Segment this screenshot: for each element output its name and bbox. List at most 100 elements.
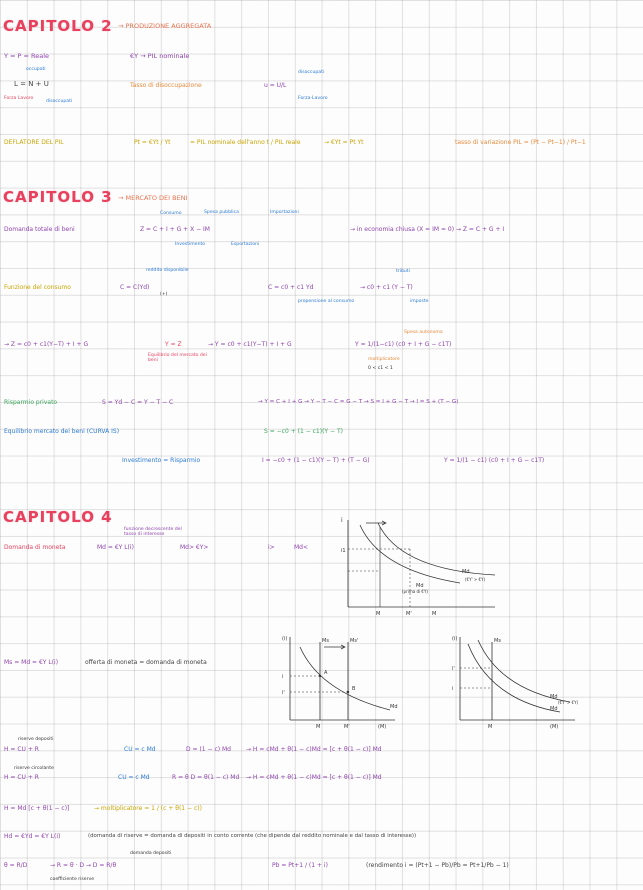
graph1-x3: M: [432, 611, 436, 617]
graph2-x1: M: [316, 724, 320, 730]
graph3-i1: i': [452, 666, 455, 672]
consumo-label: Consumo: [160, 211, 182, 216]
graph2-y-label: (i): [282, 636, 287, 642]
inv-eq: I = −c0 + (1 − c1)(Y − T) + (T − G): [262, 457, 370, 464]
domanda-riserve-note: (domanda di riserve = domanda di deposit…: [88, 833, 417, 839]
disoccupati-label: disoccupati: [46, 99, 73, 104]
graph-money-supply-shift: (i) Ms Ms' i i' A B M M' (M) Md: [282, 636, 398, 730]
deflatore-eq: Pt = €Yt / Yt: [134, 139, 171, 146]
z-eq: → Z = c0 + c1(Y−T) + I + G: [4, 341, 89, 348]
moltiplicatore-label: moltiplicatore: [368, 357, 400, 362]
graph-demand-shift-fixed-supply: (i) Ms i' i Md Md (€Y' > €Y) M (M): [452, 636, 579, 730]
inv-risp-label: Investimento = Risparmio: [122, 457, 201, 464]
investimento-label: Investimento: [175, 242, 206, 247]
s-eq: S = −c0 + (1 − c1)(Y − T): [264, 428, 343, 435]
graph2-x3: (M): [378, 724, 386, 730]
funzione-consumo-eq: C = C(Yd): [120, 284, 150, 291]
tasso-variazione: tasso di variazione PIL = (Pt − Pt−1) / …: [455, 139, 586, 146]
forza-lavoro-eq: L = N + U: [14, 80, 49, 88]
graph2-ms2: Ms': [350, 638, 358, 644]
r-eq: R = θ D = θ(1 − c) Md: [172, 774, 240, 781]
md-c: Md<: [294, 544, 309, 551]
r-theta-eq: → R = θ · D → D = R/θ: [50, 862, 117, 869]
spesa-autonoma-label: Spesa autonoma: [404, 330, 443, 335]
offerta-eq: Ms = Md = €Y L(i): [4, 659, 59, 666]
graph3-x1: M: [488, 724, 492, 730]
graph2-i: i: [282, 674, 283, 680]
graph2-b: B: [352, 686, 356, 692]
pil-nominale-frac: = PIL nominale dell'anno t / PIL reale: [190, 139, 301, 146]
funzione-sign: (+): [160, 292, 168, 297]
equilibrio-label: Equilibrio del mercato dei beni: [148, 353, 207, 364]
esportazioni-label: Esportazioni: [231, 242, 260, 247]
graph1-x2: M': [406, 611, 412, 617]
y-solved: Y = 1/(1−c1) (c0 + I + G − c1T): [355, 341, 452, 348]
funzione-decrescente-note: funzione decrescente del tasso di intere…: [124, 527, 182, 538]
graph1-md2-label: Md: [462, 569, 470, 575]
md-gt: Md> €Y>: [180, 544, 209, 551]
deflatore-label: DEFLATORE DEL PIL: [4, 139, 64, 146]
chapter-2-subtitle: → PRODUZIONE AGGREGATA: [118, 22, 212, 30]
importazioni-label: Importazioni: [270, 210, 299, 215]
forza-lavoro-label-2: Forza-Lavoro: [298, 96, 328, 101]
domanda-moneta-label: Domanda di moneta: [4, 544, 66, 551]
d-eq: D = (1 − c) Md: [186, 746, 231, 753]
propensione-label: propensione al consumo: [298, 299, 355, 304]
coeff-riserva-label: coefficiente riserve: [50, 877, 95, 882]
tasso-eq: u = U/L: [264, 82, 287, 89]
tasso-disoccupazione-label: Tasso di disoccupazione: [130, 82, 202, 89]
i-arrow: i>: [268, 544, 275, 551]
h-eq-2: → H = cMd + θ(1 − c)Md = [c + θ(1 − c)] …: [246, 746, 382, 753]
cu-eq: CU = c Md: [124, 746, 156, 753]
graph-money-demand-shift: i i1 Md Md (€Y' > €Y) (prima di €Y) M M'…: [341, 517, 496, 617]
imposte-label: imposte: [410, 299, 429, 304]
reddito-disponibile-label: reddito disponibile: [146, 268, 189, 273]
graph3-md-note: (€Y' > €Y): [558, 700, 579, 705]
h-cu-r: H = CU + R: [4, 746, 39, 753]
graph3-i2: i: [452, 686, 453, 692]
graph2-i2: i': [282, 690, 285, 696]
graph2-ms: Ms: [322, 638, 329, 644]
graph3-ms: Ms: [494, 638, 501, 644]
offerta-label: offerta di moneta = domanda di moneta: [85, 659, 207, 666]
domanda-totale-label: Domanda totale di beni: [4, 226, 75, 233]
graph1-y-label: i: [341, 517, 343, 524]
h-cu-r-2: H = CU + R: [4, 774, 39, 781]
riserve-depositi-label: riserve depositi: [18, 737, 54, 742]
chapter-3-title: CAPITOLO 3: [3, 188, 113, 206]
occupati-label: occupati: [26, 67, 46, 72]
spesa-pubblica-label: Spesa pubblica: [204, 210, 239, 215]
funzione-consumo-label: Funzione del consumo: [4, 284, 71, 291]
md-eq: Md = €Y L(i): [97, 544, 134, 551]
consumo-eq-2: → c0 + c1 (Y − T): [360, 284, 413, 291]
domanda-eq: Z = C + I + G + X − IM: [140, 226, 210, 233]
graph2-x2: M': [344, 724, 350, 730]
theta-eq: θ = R/D: [4, 862, 28, 869]
chapter-4-title: CAPITOLO 4: [3, 508, 113, 526]
disoccupati-label-2: disoccupati: [298, 70, 325, 75]
graph1-md-label: Md: [416, 583, 424, 589]
graph3-md2: Md: [550, 706, 558, 712]
c1-range: 0 < c1 < 1: [368, 366, 393, 371]
risparmio-eq-2: → Y = C + I + G → Y − T − C = G − T → S …: [258, 399, 459, 405]
reale-eq: Y = P = Reale: [4, 52, 50, 60]
consumo-eq: C = c0 + c1 Yd: [268, 284, 314, 291]
eyt-eq: → €Yt = Pt Yt: [324, 139, 364, 146]
domanda-depositi-label: domanda depositi: [130, 851, 172, 856]
graph1-prima-note: (prima di €Y): [402, 589, 428, 594]
graph1-md2-note: (€Y' > €Y): [465, 577, 486, 582]
risparmio-eq: S = Yd − C = Y − T − C: [102, 399, 174, 406]
y-eq: → Y = c0 + c1(Y−T) + I + G: [208, 341, 292, 348]
nominale-eq: €Y → PIL nominale: [130, 52, 190, 60]
h-eq-3: → H = cMd + θ(1 − c)Md = [c + θ(1 − c)] …: [246, 774, 382, 781]
pb-eq: Pb = Pt+1 / (1 + i): [272, 862, 328, 869]
forza-lavoro-label: Forza Lavoro: [4, 96, 34, 101]
y-equals-z: Y = Z: [165, 341, 182, 348]
cu-eq-2: CU = c Md: [118, 774, 150, 781]
h-final: H = Md [c + θ(1 − c)]: [4, 805, 70, 812]
graph3-x2: (M): [550, 724, 558, 730]
rendimento-eq: (rendimento i = (Pt+1 − Pb)/Pb = Pt+1/Pb…: [366, 862, 509, 869]
economia-chiusa: → in economia chiusa (X = IM = 0) → Z = …: [350, 226, 505, 233]
graph3-y-label: (i): [452, 636, 457, 642]
chapter-3-subtitle: → MERCATO DEI BENI: [118, 194, 188, 202]
